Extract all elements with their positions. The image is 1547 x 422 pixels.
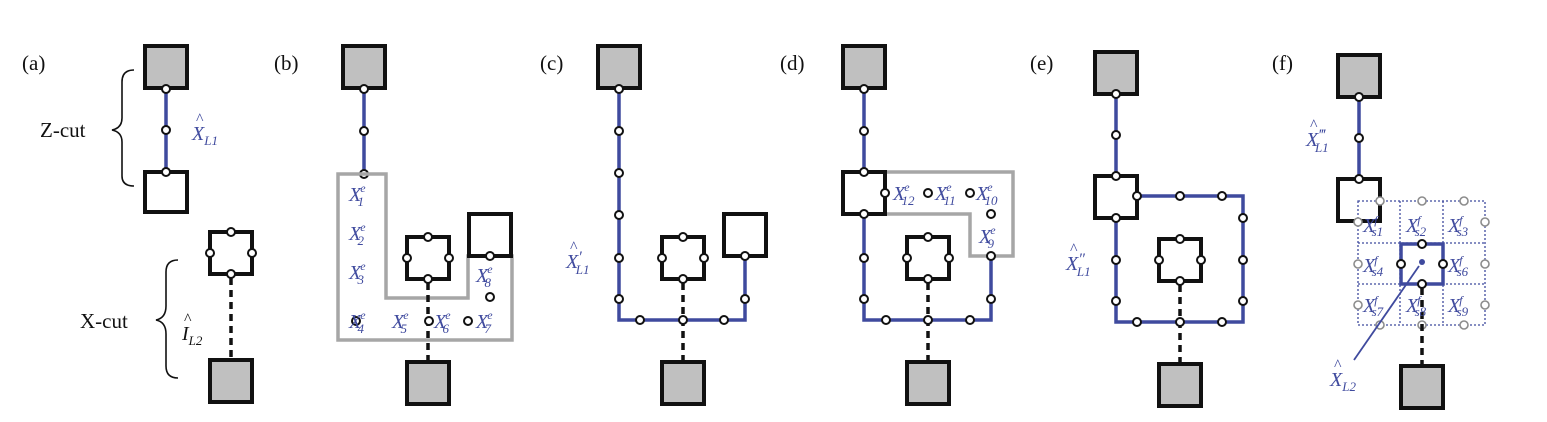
edge-label-5: Xe 5 [391,308,409,336]
face-label-s6: Xf s6 [1447,253,1469,279]
panel-f-label: (f) [1272,51,1293,75]
edge-label-8: Xe 8 [475,262,493,290]
panel-a: (a) Z-cut XL1 ^ X-cut IL2 ^ [22,44,257,404]
op-x-l1-tripleprime: X‴ L1 ^ [1305,117,1329,155]
face-label-s4: Xf s4 [1362,253,1384,279]
face-label-s3: Xf s3 [1447,213,1469,239]
svg-text:X′L1: X′ L1 [565,249,589,277]
z-cut-brace [111,69,135,187]
svg-text:X‴L1: X‴ L1 [1305,127,1329,155]
edge-label-3: Xe 3 [348,259,366,287]
x-cut-brace [155,259,179,379]
panel-d: (d) Xe 12 Xe 11 Xe 10 Xe 9 [780,44,1015,406]
op-i-l2: IL2 ^ [181,311,203,348]
op-x-l1-doubleprime: X″ L1 ^ [1065,241,1091,279]
face-label-s8: Xf s8 [1405,293,1427,319]
z-cut-label: Z-cut [40,118,86,142]
edge-label-1: Xe 1 [348,181,366,209]
svg-text:^: ^ [184,311,192,328]
panel-b-label: (b) [274,51,299,75]
svg-text:X″L1: X″ L1 [1065,251,1091,279]
z-cut-top-hole [143,44,189,90]
edge-label-2: Xe 2 [348,220,366,248]
panel-e-label: (e) [1030,51,1053,75]
face-label-s2: Xf s2 [1405,213,1427,239]
face-label-s7: Xf s7 [1362,293,1384,319]
svg-text:XL1: XL1 [191,123,218,148]
face-label-s1: Xf s1 [1362,213,1383,239]
svg-text:IL2: IL2 [181,323,203,348]
edge-label-6: Xe 6 [433,308,451,336]
svg-text:^: ^ [1334,357,1342,374]
op-x-l1-prime: X′ L1 ^ [565,239,589,277]
svg-text:^: ^ [1310,117,1318,134]
x-cut-top-hole [208,230,254,276]
panel-c-label: (c) [540,51,563,75]
edge-label-10: Xe 10 [975,180,998,208]
svg-text:^: ^ [196,111,204,128]
edge-label-11: Xe 11 [934,180,956,208]
edge-label-12: Xe 12 [892,180,915,208]
svg-text:^: ^ [570,239,578,256]
svg-text:^: ^ [1070,241,1078,258]
panel-b: (b) Xe 1 Xe 2 Xe 3 Xe 4 Xe 5 Xe 6 Xe 7 Xe 8 [274,44,514,406]
panel-e: (e) X″ L1 ^ [1030,50,1248,408]
panel-c: (c) X′ L1 ^ [540,44,768,406]
op-x-l1: XL1 ^ [191,111,218,148]
deformed-logical-x-e [1114,94,1245,324]
face-label-s9: Xf s9 [1447,293,1469,319]
panel-a-label: (a) [22,51,45,75]
op-x-l2: XL2 ^ [1329,357,1356,394]
op-x-l2-pointer [1353,265,1420,361]
panel-d-label: (d) [780,51,805,75]
edge-label-9: Xe 9 [978,223,996,251]
panel-f: (f) X‴ L1 ^ [1272,51,1490,410]
z-cut-bottom-hole [143,170,189,214]
edge-label-7: Xe 7 [475,308,493,336]
x-cut-bottom-hole [208,358,254,404]
x-cut-label: X-cut [80,309,128,333]
svg-text:XL2: XL2 [1329,369,1356,394]
edge-label-4: Xe 4 [348,308,366,336]
